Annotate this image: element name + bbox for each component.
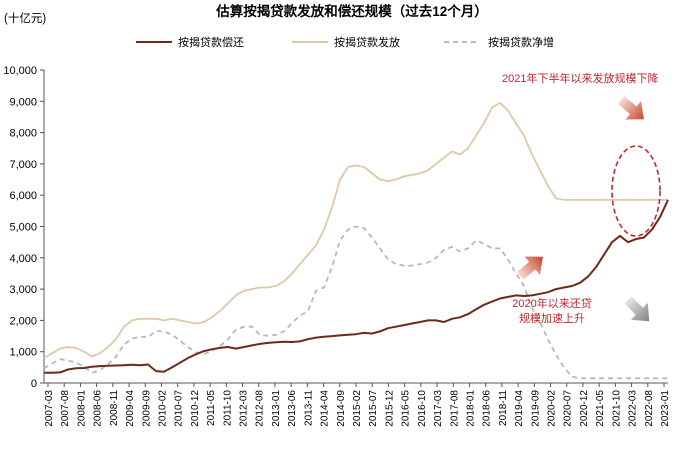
x-tick-label: 2008-01 bbox=[76, 390, 87, 427]
x-tick-label: 2023-01 bbox=[660, 390, 671, 427]
x-tick-label: 2018-01 bbox=[465, 390, 476, 427]
x-tick-label: 2010-07 bbox=[174, 390, 185, 427]
x-tick-label: 2020-12 bbox=[579, 390, 590, 427]
down-arrow-red-icon bbox=[617, 96, 644, 120]
y-tick-label: 9,000 bbox=[9, 96, 37, 108]
x-tick-label: 2022-08 bbox=[644, 390, 655, 427]
x-tick-label: 2015-12 bbox=[384, 390, 395, 427]
x-tick-label: 2017-08 bbox=[449, 390, 460, 427]
legend-label-net: 按揭贷款净增 bbox=[488, 35, 554, 49]
x-tick-label: 2016-10 bbox=[417, 390, 428, 427]
x-tick-label: 2008-06 bbox=[93, 390, 104, 427]
x-tick-label: 2020-02 bbox=[547, 390, 558, 427]
x-tick-label: 2015-07 bbox=[368, 390, 379, 427]
x-tick-label: 2007-03 bbox=[44, 390, 55, 427]
x-tick-label: 2017-03 bbox=[433, 390, 444, 427]
y-ticks: 0 1,000 2,000 3,000 4,000 5,000 6,000 7,000 8,00… bbox=[3, 65, 44, 390]
chart-title: 估算按揭贷款发放和偿还规模（过去12个月） bbox=[215, 3, 488, 19]
x-tick-label: 2016-05 bbox=[401, 390, 412, 427]
x-tick-label: 2019-09 bbox=[530, 390, 541, 427]
highlight-ellipse bbox=[611, 145, 661, 237]
x-tick-label: 2014-04 bbox=[320, 390, 331, 427]
annotation-repayment-line1: 2020年以来还贷 bbox=[512, 296, 591, 310]
unit-label: (十亿元) bbox=[4, 11, 46, 25]
x-tick-label: 2020-07 bbox=[563, 390, 574, 427]
x-tick-label: 2018-06 bbox=[482, 390, 493, 427]
x-tick-label: 2011-05 bbox=[206, 390, 217, 426]
x-tick-label: 2021-10 bbox=[611, 390, 622, 427]
x-tick-label: 2008-11 bbox=[109, 390, 120, 426]
x-tick-label: 2009-04 bbox=[125, 390, 136, 427]
x-tick-label: 2010-12 bbox=[190, 390, 201, 427]
x-tick-label: 2012-03 bbox=[239, 390, 250, 427]
x-tick-label: 2011-10 bbox=[222, 390, 233, 426]
y-tick-label: 10,000 bbox=[3, 65, 37, 77]
y-tick-label: 3,000 bbox=[9, 284, 37, 296]
x-tick-label: 2007-08 bbox=[60, 390, 71, 427]
down-arrow-gray-icon bbox=[624, 296, 650, 322]
x-tick-label: 2009-09 bbox=[141, 390, 152, 427]
annotation-issuance-decline: 2021年下半年以来发放规模下降 bbox=[502, 71, 658, 85]
y-tick-label: 4,000 bbox=[9, 253, 37, 265]
y-tick-label: 1,000 bbox=[9, 347, 37, 359]
up-arrow-red-icon bbox=[516, 256, 543, 280]
x-tick-label: 2021-05 bbox=[595, 390, 606, 427]
x-ticks: 2007-03 2007-08 2008-01 2008-06 2008-11 2009-… bbox=[44, 383, 671, 427]
x-tick-label: 2013-01 bbox=[271, 390, 282, 427]
y-tick-label: 6,000 bbox=[9, 190, 37, 202]
y-tick-label: 7,000 bbox=[9, 159, 37, 171]
annotation-repayment-line2: 规模加速上升 bbox=[519, 311, 585, 325]
x-tick-label: 2022-03 bbox=[628, 390, 639, 427]
y-tick-label: 5,000 bbox=[9, 222, 37, 234]
series-line-repayment bbox=[44, 199, 669, 374]
x-tick-label: 2012-08 bbox=[255, 390, 266, 427]
y-tick-label: 2,000 bbox=[9, 315, 37, 327]
x-tick-label: 2018-11 bbox=[498, 390, 509, 426]
y-tick-label: 8,000 bbox=[9, 128, 37, 140]
x-tick-label: 2015-02 bbox=[352, 390, 363, 427]
x-tick-label: 2010-02 bbox=[157, 390, 168, 427]
x-tick-label: 2013-11 bbox=[303, 390, 314, 426]
x-tick-label: 2014-09 bbox=[336, 390, 347, 427]
x-tick-label: 2013-06 bbox=[287, 390, 298, 427]
series-layer bbox=[43, 102, 669, 380]
y-tick-label: 0 bbox=[31, 378, 37, 390]
legend: 按揭贷款偿还 按揭贷款发放 按揭贷款净增 bbox=[136, 35, 554, 49]
legend-label-repayment: 按揭贷款偿还 bbox=[178, 35, 244, 49]
x-tick-label: 2019-04 bbox=[514, 390, 525, 427]
legend-label-issuance: 按揭贷款发放 bbox=[334, 35, 400, 49]
series-line-issuance bbox=[43, 102, 668, 359]
series-line-net bbox=[43, 225, 668, 380]
